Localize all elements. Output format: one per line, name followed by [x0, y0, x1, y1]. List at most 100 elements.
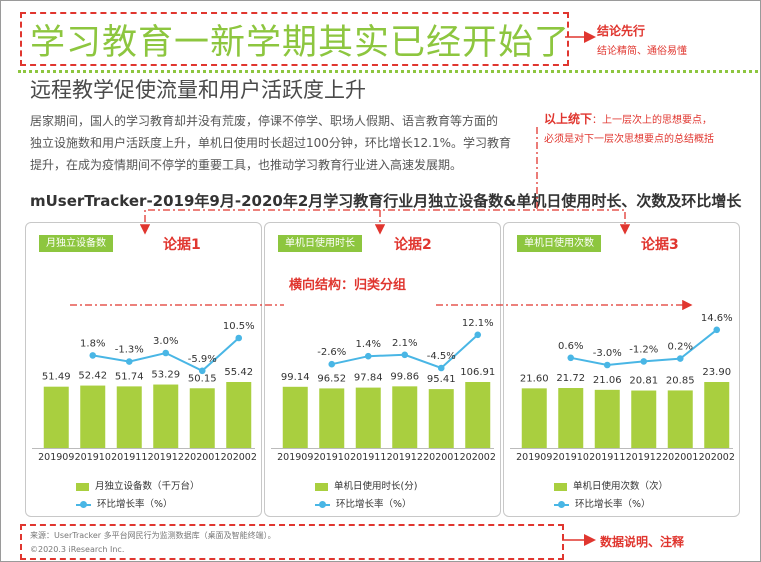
legend-line-swatch	[315, 500, 330, 508]
growth-value-label: -4.5%	[427, 351, 456, 362]
page-subtitle: 远程教学促使流量和用户活跃度上升	[30, 78, 366, 102]
category-tick-label: 201909	[516, 452, 552, 463]
bar-value-label: 50.15	[188, 373, 217, 384]
footnote-box	[20, 524, 564, 560]
page-title: 学习教育一新学期其实已经开始了	[30, 23, 571, 63]
legend-label: 月独立设备数（千万台）	[95, 481, 200, 492]
growth-value-label: -1.3%	[115, 345, 144, 356]
bar-value-label: 21.72	[556, 373, 585, 384]
legend-item-bars: 单机日使用次数（次）	[554, 478, 668, 492]
divider-dots	[18, 70, 758, 73]
bar	[667, 390, 693, 448]
growth-point	[125, 358, 133, 365]
category-tick-label: 201912	[626, 452, 662, 463]
growth-value-label: 1.4%	[356, 339, 381, 350]
growth-point	[640, 358, 648, 365]
bar-value-label: 99.86	[390, 371, 419, 382]
legend-label: 环比增长率（%）	[336, 499, 412, 510]
bar	[226, 382, 252, 448]
category-tick-label: 201910	[75, 452, 111, 463]
growth-point	[567, 354, 575, 362]
growth-value-label: 0.6%	[558, 341, 583, 352]
legend-label: 单机日使用时长(分)	[334, 481, 418, 492]
bar-value-label: 51.74	[115, 371, 144, 382]
category-tick-label: 202002	[460, 452, 496, 463]
bar	[631, 390, 657, 448]
chart-plot: 21.60 201909 21.72 201910 21.06 201911 20.81 20…	[510, 313, 735, 463]
category-tick-label: 202001	[423, 452, 459, 463]
legend-item-bars: 单机日使用时长(分)	[315, 478, 417, 492]
bar-value-label: 99.14	[281, 372, 310, 383]
growth-point	[401, 351, 409, 359]
category-tick-label: 202001	[662, 452, 698, 463]
legend-bar-swatch	[315, 482, 328, 491]
arrow-evidence-1	[139, 127, 538, 235]
bar-value-label: 52.42	[78, 371, 107, 382]
legend-item-line: 环比增长率（%）	[315, 496, 412, 510]
summary-annotation: 以上统下：上一层次上的思想要点， 必须是对下一层次思想要点的总结概括	[540, 102, 740, 150]
bar	[116, 386, 142, 448]
growth-value-label: 12.1%	[462, 318, 494, 329]
growth-point	[474, 331, 482, 339]
body-line: 提升，在成为疫情期间不停学的重要工具，也推动学习教育行业进入高速发展期。	[30, 158, 463, 172]
growth-value-label: 14.6%	[701, 313, 733, 324]
body-line: 居家期间，国人的学习教育却并没有荒废，停课不停学、职场人假期、语言教育等方面的	[30, 114, 499, 128]
bar	[355, 387, 381, 448]
chart-panel-2: 单机日使用时长 论据2 99.14 201909 96.52 201910 97.84 2…	[264, 222, 501, 517]
chart-badge: 单机日使用次数	[517, 235, 601, 252]
bar-value-label: 96.52	[317, 373, 346, 384]
legend-item-line: 环比增长率（%）	[76, 496, 173, 510]
evidence-label: 论据3	[641, 237, 679, 253]
growth-value-label: 1.8%	[80, 338, 105, 349]
data-note-annotation: 数据说明、注释	[600, 535, 685, 549]
evidence-label: 论据1	[163, 237, 201, 253]
growth-point	[676, 355, 684, 362]
growth-point	[162, 349, 170, 357]
bar-value-label: 95.41	[427, 374, 456, 385]
legend-label: 环比增长率（%）	[575, 499, 651, 510]
category-tick-label: 201912	[387, 452, 423, 463]
bar-value-label: 20.85	[666, 375, 695, 386]
source-note: 来源：UserTracker 多平台网民行为监测数据库（桌面及智能终端）。	[30, 531, 276, 540]
legend-label: 单机日使用次数（次）	[573, 481, 669, 492]
bar	[153, 384, 179, 448]
bar	[43, 386, 69, 448]
legend-bar-swatch	[76, 482, 89, 491]
summary-annotation-line1: ：上一层次上的思想要点，	[592, 115, 713, 126]
legend-line-swatch	[554, 500, 569, 508]
body-text: 居家期间，国人的学习教育却并没有荒废，停课不停学、职场人假期、语言教育等方面的 …	[30, 110, 570, 176]
category-tick-label: 202002	[221, 452, 257, 463]
growth-point	[89, 352, 97, 359]
chart-panel-1: 月独立设备数 论据1 51.49 201909 52.42 201910 51.74 20…	[25, 222, 262, 517]
bar-value-label: 106.91	[460, 367, 495, 378]
bar-value-label: 23.90	[702, 367, 731, 378]
bar	[189, 388, 215, 448]
category-tick-label: 201912	[148, 452, 184, 463]
category-tick-label: 202002	[699, 452, 735, 463]
category-tick-label: 201910	[553, 452, 589, 463]
legend-bar-swatch	[554, 482, 567, 491]
bar-value-label: 51.49	[42, 372, 71, 383]
growth-point	[437, 364, 445, 372]
growth-point	[364, 352, 372, 360]
category-tick-label: 201909	[277, 452, 313, 463]
bar-value-label: 97.84	[354, 373, 383, 384]
growth-value-label: 3.0%	[153, 336, 178, 347]
legend-item-bars: 月独立设备数（千万台）	[76, 478, 200, 492]
bar	[282, 386, 308, 448]
conclusion-box	[20, 12, 569, 66]
bar-value-label: 21.60	[520, 373, 549, 384]
evidence-label: 论据2	[394, 237, 432, 253]
growth-value-label: -2.6%	[317, 347, 346, 358]
growth-value-label: 2.1%	[392, 338, 417, 349]
chart-plot: 99.14 201909 96.52 201910 97.84 201911 99.86 20…	[271, 318, 496, 463]
growth-point	[603, 361, 611, 369]
growth-value-label: -5.9%	[188, 354, 217, 365]
bar-value-label: 21.06	[593, 375, 622, 386]
arrow-evidence-3	[537, 209, 631, 235]
bar	[704, 382, 730, 448]
category-tick-label: 201910	[314, 452, 350, 463]
growth-value-label: -1.2%	[629, 344, 658, 355]
legend-line-swatch	[76, 500, 91, 508]
